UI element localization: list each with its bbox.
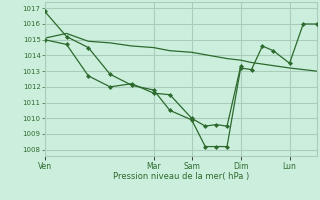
X-axis label: Pression niveau de la mer( hPa ): Pression niveau de la mer( hPa ) <box>113 172 249 181</box>
